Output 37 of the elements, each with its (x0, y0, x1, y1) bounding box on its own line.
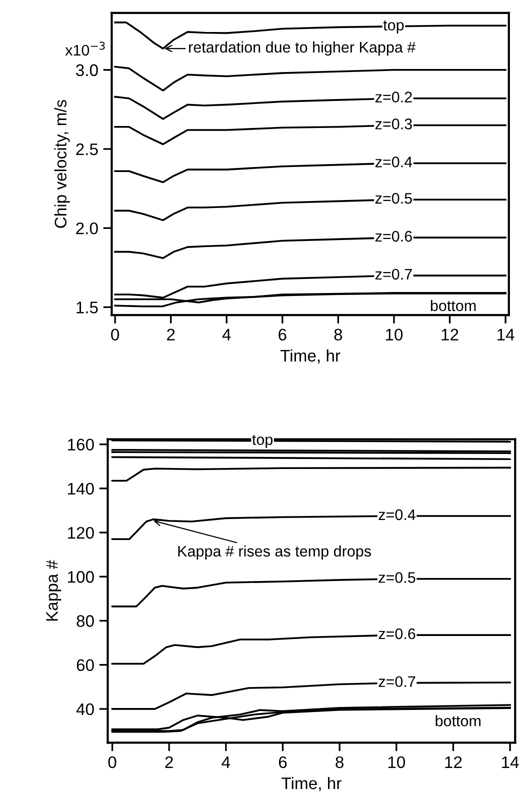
y-axis-title: Kappa # (46, 560, 62, 621)
annotation: Kappa # rises as temp drops (178, 545, 371, 560)
y-tick-label: 80 (76, 615, 94, 627)
x-tick-label: 4 (222, 756, 230, 768)
x-axis-title: Time, hr (280, 349, 340, 364)
y-tick-label: 2.5 (76, 143, 98, 156)
y-tick-label: 100 (68, 571, 94, 583)
x-tick-label: 8 (336, 756, 344, 768)
y-axis-title: Chip velocity, m/s (54, 100, 70, 228)
annotation: retardation due to higher Kappa # (189, 41, 416, 56)
x-tick-label: 10 (388, 756, 406, 768)
y-tick-label: 160 (68, 438, 94, 451)
x-tick-label: 14 (502, 756, 519, 768)
x-tick-label: 14 (498, 328, 514, 340)
x-tick-label: 8 (334, 328, 342, 341)
series-label: bottom (436, 715, 480, 726)
y-tick-label: 60 (76, 659, 94, 672)
x-tick-label: 6 (278, 328, 286, 341)
x-tick-label: 10 (386, 328, 403, 341)
y-tick-label: 3.0 (76, 64, 98, 76)
y-tick-label: 120 (68, 526, 94, 539)
y-tick-label: 140 (68, 482, 94, 495)
x-tick-label: 12 (442, 328, 458, 340)
x-tick-label: 0 (108, 756, 116, 768)
y-tick-label: 1.5 (76, 302, 98, 314)
x-tick-label: 0 (111, 328, 120, 341)
y-tick-label: 2.0 (76, 222, 98, 234)
x-tick-label: 4 (222, 328, 231, 340)
series-label: bottom (430, 300, 476, 312)
x-axis-title: Time, hr (282, 776, 342, 792)
x-tick-label: 6 (278, 756, 287, 768)
x-tick-label: 12 (445, 756, 462, 768)
x-tick-label: 2 (165, 756, 173, 768)
series-label: top (252, 434, 273, 448)
text: x10$^{−3}$ (65, 42, 105, 56)
y-tick-label: 40 (76, 703, 94, 716)
x-tick-label: 2 (167, 328, 175, 340)
